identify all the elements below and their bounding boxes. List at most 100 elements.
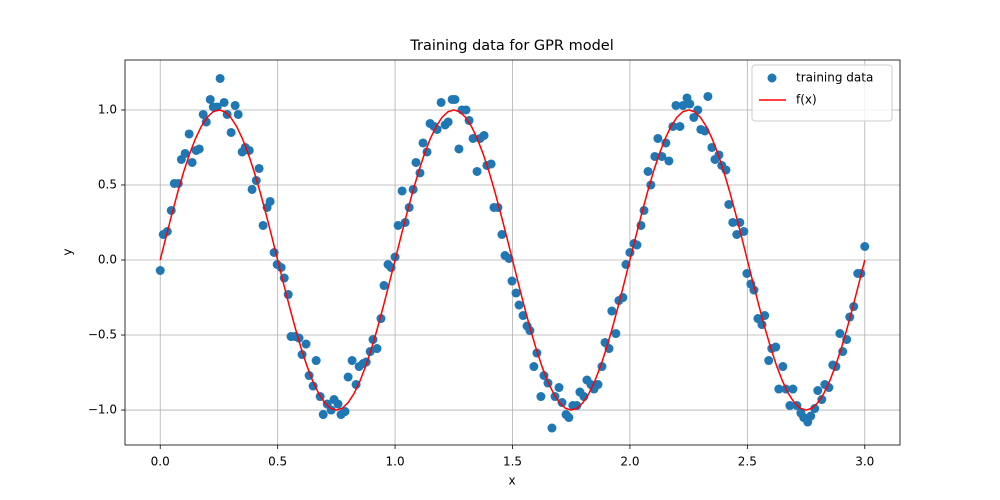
x-axis-label: x [508,474,515,488]
data-point [472,166,482,176]
data-point [675,121,685,131]
plot-area [155,73,870,433]
y-tick-label: 1.0 [98,102,117,116]
data-point [788,384,798,394]
data-point [347,356,357,366]
data-point [724,199,734,209]
data-point [732,229,742,239]
data-point [184,129,194,139]
data-point [742,269,752,279]
data-point [393,220,403,230]
data-point [678,100,688,110]
x-tick-label: 0.0 [151,455,170,469]
data-point [436,97,446,107]
data-point [230,100,240,110]
data-point [247,184,257,194]
data-point [198,109,208,119]
data-point [764,356,774,366]
data-point [301,339,311,349]
y-tick-label: −0.5 [88,328,117,342]
data-point [443,117,453,127]
data-point [785,401,795,411]
data-point [497,229,507,239]
data-point [518,311,528,321]
data-point [778,362,788,372]
data-point [514,300,524,310]
data-point [461,105,471,115]
data-point [703,91,713,101]
x-tick-label: 2.0 [620,455,639,469]
data-point [536,392,546,402]
data-point [479,130,489,140]
data-point [254,163,264,173]
data-point [397,186,407,196]
data-point [511,288,521,298]
data-point [810,404,820,414]
data-point [739,226,749,236]
data-point [187,157,197,167]
data-point [547,423,557,433]
data-point [411,157,421,167]
line [159,109,866,411]
y-tick-label: 0.5 [98,177,117,191]
data-point [689,112,699,122]
data-point [643,166,653,176]
x-tick-label: 2.5 [738,455,757,469]
data-point [205,94,215,104]
data-point [554,383,564,393]
data-point [318,410,328,420]
data-point [244,145,254,155]
data-point [265,196,275,206]
data-point [180,148,190,158]
data-point [155,266,165,276]
data-point [685,99,695,109]
data-point [372,344,382,354]
data-point [529,362,539,372]
legend-label: f(x) [796,93,817,107]
x-tick-label: 1.0 [386,455,405,469]
data-point [835,329,845,339]
data-point [611,329,621,339]
legend-marker [767,73,777,83]
data-point [593,380,603,390]
data-point [486,159,496,169]
data-point [258,220,268,230]
legend-box [751,64,893,122]
data-point [351,380,361,390]
data-point [817,395,827,405]
y-tick-label: 0.0 [98,253,117,267]
data-point [774,384,784,394]
x-tick-label: 1.5 [503,455,522,469]
data-point [564,413,574,423]
data-point [507,276,517,286]
y-tick-label: −1.0 [88,403,117,417]
data-point [343,372,353,382]
data-point [379,281,389,291]
data-point [333,399,343,409]
chart-title: Training data for GPR model [409,38,613,54]
data-point [860,241,870,251]
data-point [824,383,834,393]
data-point [311,356,321,366]
data-point [671,100,681,110]
data-point [233,109,243,119]
data-point [728,217,738,227]
data-point [572,401,582,411]
data-point [215,73,225,83]
data-point [653,133,663,143]
data-point [607,306,617,316]
data-point [664,156,674,166]
data-point [450,94,460,104]
data-point [806,411,816,421]
data-point [418,138,428,148]
data-point [432,124,442,134]
data-point [201,117,211,127]
legend-label: training data [796,71,873,85]
data-point [219,97,229,107]
data-point [226,127,236,137]
data-point [340,407,350,417]
data-point [454,144,464,154]
data-point [212,102,222,112]
